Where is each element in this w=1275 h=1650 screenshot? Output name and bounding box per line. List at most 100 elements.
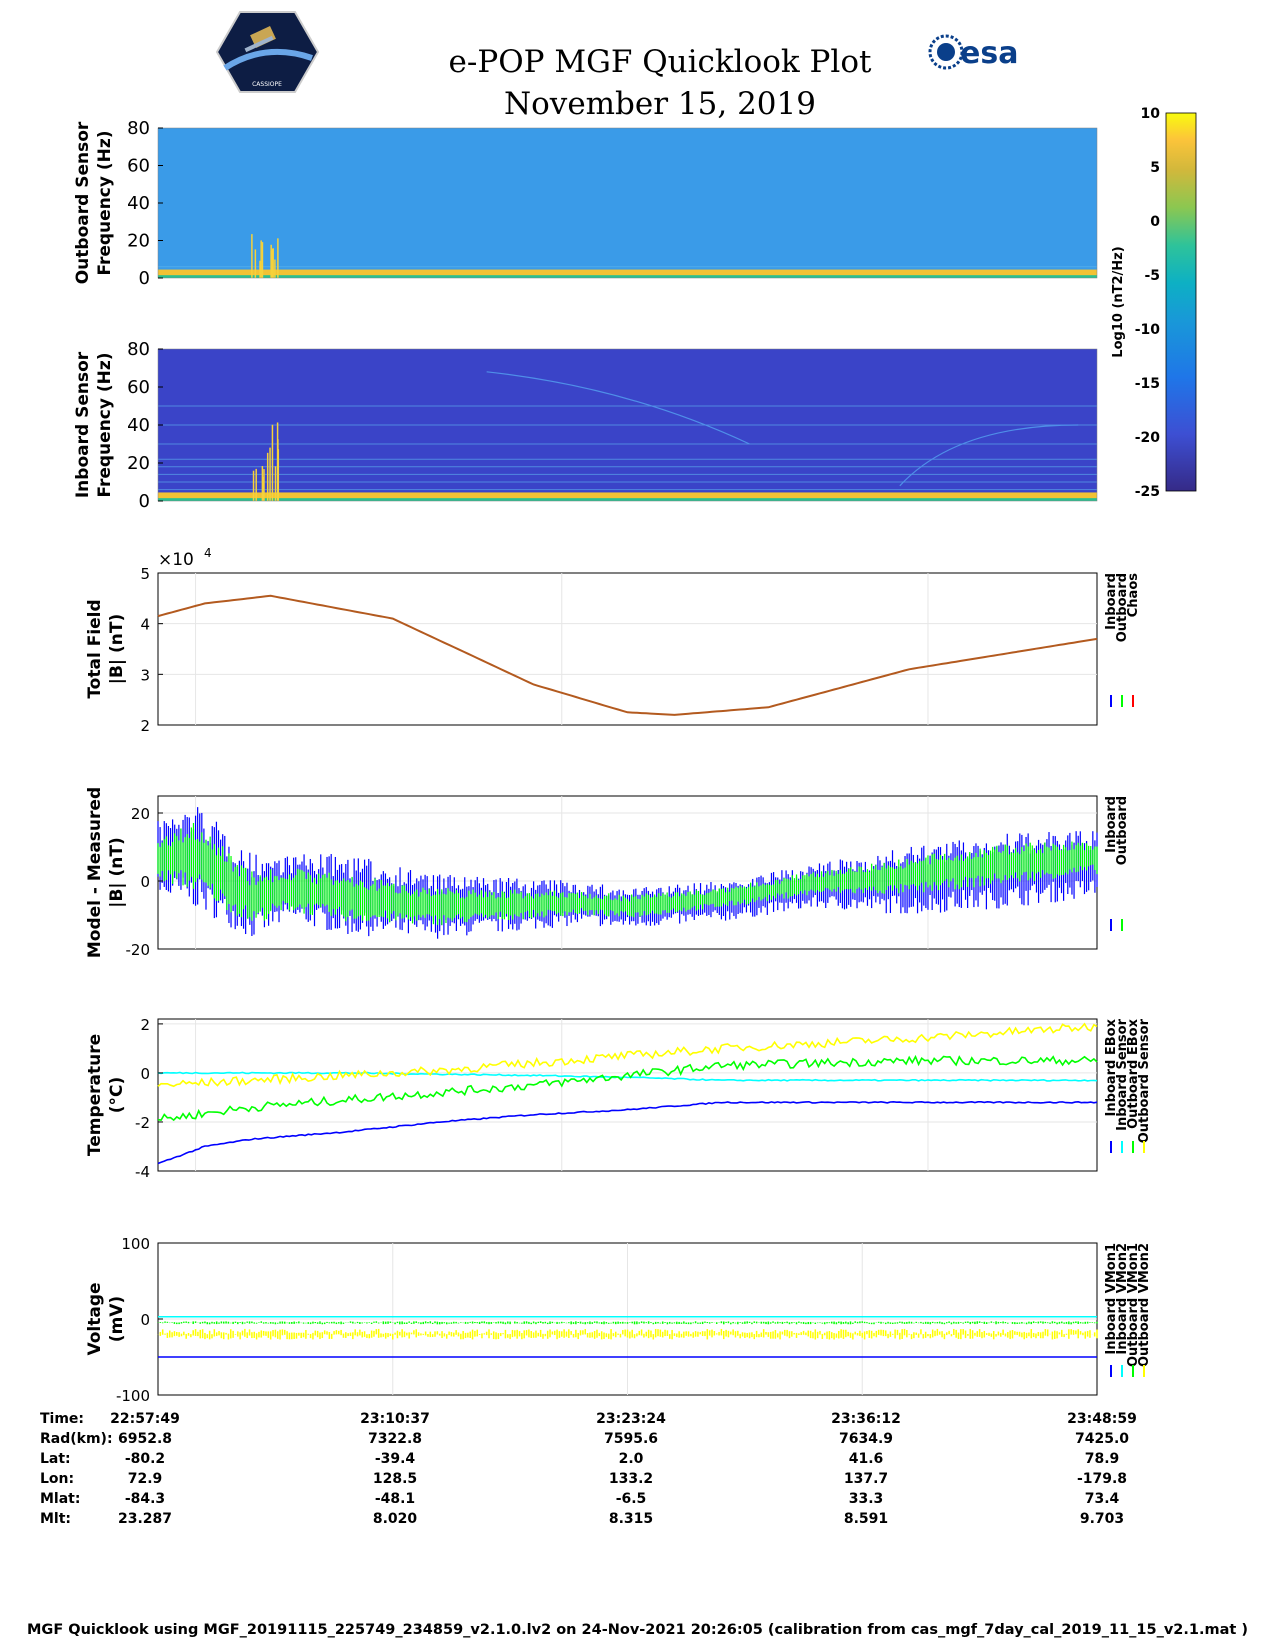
orbit-value: 23:48:59 bbox=[1067, 1411, 1137, 1427]
y-axis-label: Inboard Sensor bbox=[73, 351, 93, 498]
y-scale-exponent: 4 bbox=[204, 546, 212, 560]
colorbar-tick-label: -5 bbox=[1144, 268, 1160, 284]
y-tick-label: 80 bbox=[127, 118, 150, 139]
y-tick-label: 4 bbox=[140, 616, 150, 634]
y-tick-label: 100 bbox=[121, 1235, 150, 1253]
y-axis-label: |B| (nT) bbox=[107, 837, 127, 908]
orbit-value: -84.3 bbox=[124, 1491, 166, 1507]
orbit-value: -6.5 bbox=[615, 1491, 647, 1507]
y-axis-label: Total Field bbox=[85, 599, 105, 698]
legend-label: Outboard VMon1 bbox=[1126, 1243, 1141, 1367]
orbit-value: -39.4 bbox=[374, 1451, 416, 1467]
y-axis-label: (°C) bbox=[107, 1077, 127, 1114]
y-axis-label: Model - Measured bbox=[85, 787, 105, 958]
orbit-value: 23:10:37 bbox=[360, 1411, 430, 1427]
esa-logo: esa bbox=[928, 34, 1018, 71]
legend-label: Chaos bbox=[1126, 573, 1141, 617]
y-tick-label: 2 bbox=[140, 717, 150, 735]
orbit-value: 72.9 bbox=[127, 1471, 163, 1487]
legend-label: Inboard bbox=[1104, 796, 1119, 853]
colorbar-gradient bbox=[1165, 112, 1197, 492]
orbit-row-label: Lon: bbox=[40, 1471, 75, 1487]
y-tick-label: 20 bbox=[131, 805, 150, 823]
spectrogram-background bbox=[158, 128, 1097, 278]
legend-label: Outboard EBox bbox=[1126, 1018, 1141, 1128]
dc-band bbox=[158, 275, 1097, 278]
y-tick-label: 20 bbox=[127, 231, 150, 252]
y-tick-label: 60 bbox=[127, 156, 150, 177]
orbit-value: -179.8 bbox=[1076, 1471, 1128, 1487]
series-inboard-ebox bbox=[157, 1100, 1098, 1165]
series-line bbox=[157, 1071, 1098, 1082]
legend-label: Outboard VMon2 bbox=[1137, 1243, 1152, 1367]
panel-1: 0 20 40 60 80 Outboard Sensor Frequency (Hz) bbox=[73, 118, 1098, 289]
orbit-value: 78.9 bbox=[1084, 1451, 1120, 1467]
legend-label: Inboard EBox bbox=[1104, 1018, 1119, 1116]
orbit-value: 73.4 bbox=[1084, 1491, 1120, 1507]
colorbar-tick-label: 10 bbox=[1141, 106, 1161, 122]
plot-frame bbox=[157, 1018, 1098, 1172]
y-tick-label: 0 bbox=[140, 873, 150, 891]
panel-4: -20 0 20 Model - Measured |B| (nT) InboardOut… bbox=[85, 787, 1130, 959]
orbit-value: -80.2 bbox=[124, 1451, 166, 1467]
y-tick-label: 60 bbox=[127, 377, 150, 398]
series-outboard-ebox bbox=[157, 1054, 1098, 1122]
y-axis-label: Voltage bbox=[85, 1282, 105, 1355]
y-tick-label: 40 bbox=[127, 193, 150, 214]
y-tick-label: 0 bbox=[140, 1065, 150, 1083]
colorbar-tick-label: -20 bbox=[1135, 430, 1161, 446]
cassiope-logo: CASSIOPE bbox=[215, 11, 320, 93]
orbit-value: 137.7 bbox=[843, 1471, 889, 1487]
y-axis-label: Frequency (Hz) bbox=[95, 130, 115, 275]
colorbar-tick-label: 5 bbox=[1150, 160, 1160, 176]
orbit-value: 23:23:24 bbox=[596, 1411, 666, 1427]
series-line bbox=[157, 1022, 1098, 1088]
orbit-value: 22:57:49 bbox=[110, 1411, 180, 1427]
legend-label: Outboard Sensor bbox=[1137, 1018, 1152, 1143]
legend-label: Inboard bbox=[1104, 573, 1119, 630]
plot-title: e-POP MGF Quicklook Plot bbox=[448, 44, 872, 80]
orbit-value: 23:36:12 bbox=[831, 1411, 901, 1427]
plot-frame bbox=[157, 795, 1098, 950]
cassiope-logo-text: CASSIOPE bbox=[252, 81, 282, 88]
y-axis-label: |B| (nT) bbox=[107, 614, 127, 685]
orbit-row-label: Lat: bbox=[40, 1451, 71, 1467]
orbit-value: 128.5 bbox=[372, 1471, 418, 1487]
orbit-value: 33.3 bbox=[848, 1491, 884, 1507]
series-outboard bbox=[157, 822, 1098, 925]
orbit-value: 7322.8 bbox=[367, 1431, 423, 1447]
orbit-value: 23.287 bbox=[117, 1511, 173, 1527]
colorbar-tick-label: -10 bbox=[1135, 322, 1161, 338]
low-frequency-band bbox=[158, 269, 1097, 278]
low-frequency-band bbox=[158, 492, 1097, 501]
series-outboard-sensor bbox=[157, 1022, 1098, 1088]
orbit-row-label: Time: bbox=[40, 1411, 85, 1427]
plot-frame bbox=[157, 572, 1098, 726]
y-tick-label: -2 bbox=[135, 1114, 150, 1132]
y-scale-multiplier: ×10 bbox=[158, 550, 194, 570]
orbit-value: 7425.0 bbox=[1074, 1431, 1130, 1447]
y-tick-label: 2 bbox=[140, 1016, 150, 1034]
orbit-value: 133.2 bbox=[608, 1471, 654, 1487]
esa-logo-text: esa bbox=[960, 36, 1018, 71]
series-line-chaos bbox=[157, 594, 1098, 716]
y-axis-label: (mV) bbox=[107, 1296, 127, 1342]
orbit-value: 2.0 bbox=[618, 1451, 644, 1467]
series-line bbox=[157, 1100, 1098, 1165]
colorbar-tick-label: -15 bbox=[1135, 376, 1160, 392]
series-line bbox=[157, 1054, 1098, 1122]
legend-label: Inboard Sensor bbox=[1115, 1018, 1130, 1130]
series-outboard-vmon1 bbox=[157, 1321, 1098, 1325]
y-tick-label: -4 bbox=[135, 1163, 150, 1181]
orbit-row-label: Mlt: bbox=[40, 1511, 72, 1527]
plot-date: November 15, 2019 bbox=[504, 86, 816, 122]
colorbar-tick-label: 0 bbox=[1150, 214, 1160, 230]
series-inboard-sensor bbox=[157, 1071, 1098, 1082]
y-tick-label: 20 bbox=[127, 453, 150, 474]
y-tick-label: 80 bbox=[127, 339, 150, 360]
